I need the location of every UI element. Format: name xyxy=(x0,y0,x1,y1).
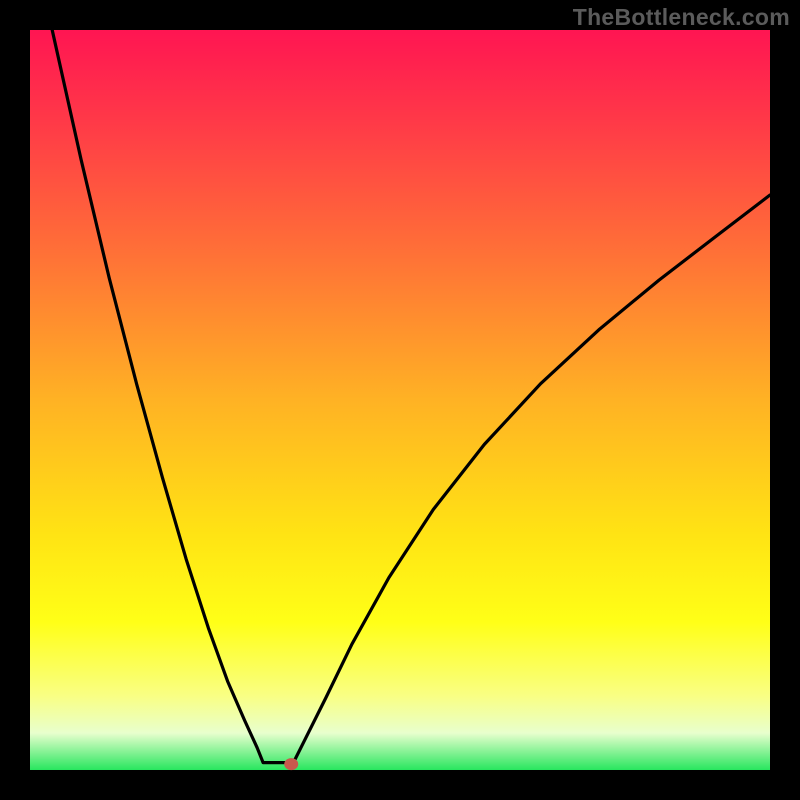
chart-wrapper: TheBottleneck.com xyxy=(0,0,800,800)
watermark-text: TheBottleneck.com xyxy=(573,4,790,31)
bottleneck-chart xyxy=(0,0,800,800)
optimal-point-marker xyxy=(284,758,298,770)
